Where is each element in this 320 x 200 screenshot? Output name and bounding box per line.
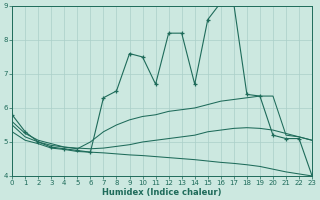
X-axis label: Humidex (Indice chaleur): Humidex (Indice chaleur) (102, 188, 222, 197)
